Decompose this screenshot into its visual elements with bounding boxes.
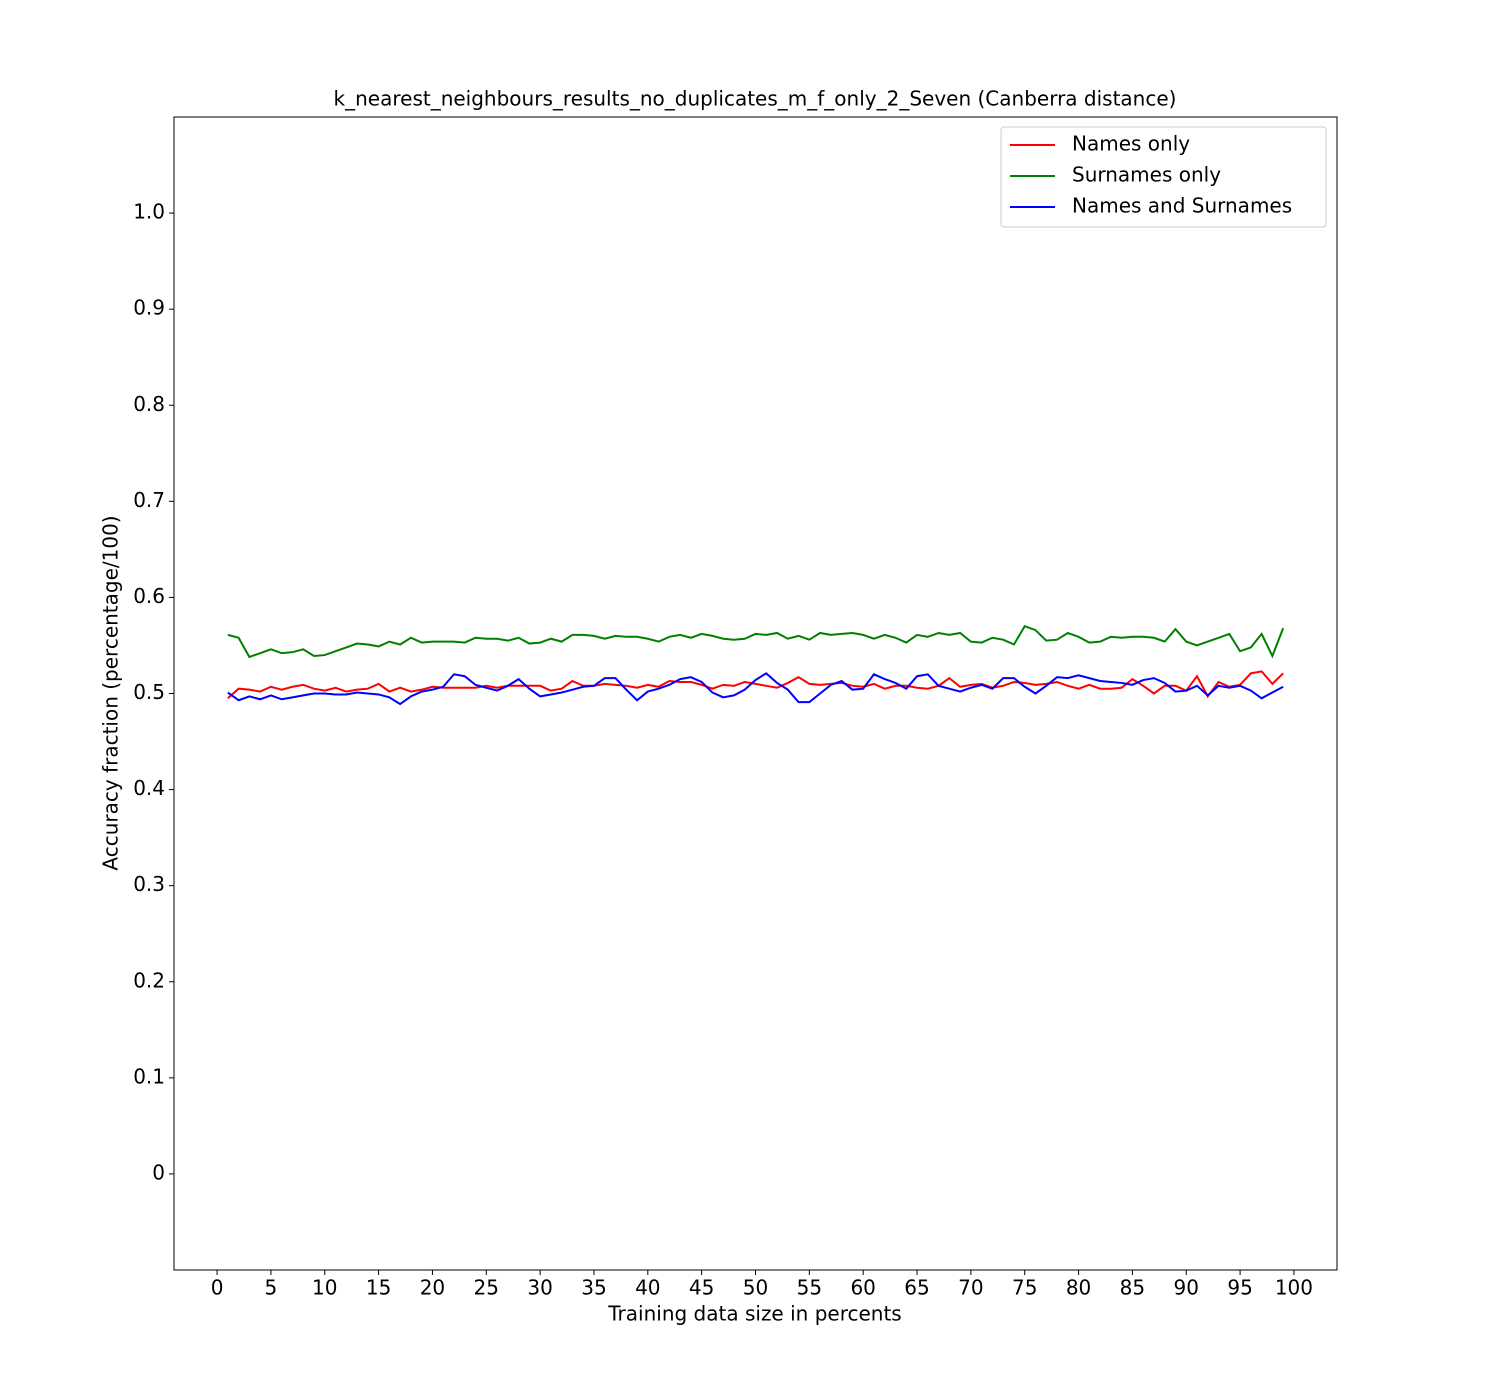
x-tick-label: 100 <box>1275 1276 1313 1300</box>
x-tick-label: 25 <box>474 1276 499 1300</box>
x-tick-label: 35 <box>581 1276 606 1300</box>
y-tick-label: 0.7 <box>133 488 165 512</box>
x-tick-label: 30 <box>527 1276 552 1300</box>
y-tick-label: 0.4 <box>133 776 165 800</box>
x-tick-label: 10 <box>312 1276 337 1300</box>
series-line <box>227 670 1284 700</box>
x-axis-label: Training data size in percents <box>607 1302 901 1326</box>
plot-frame <box>173 116 1338 1271</box>
x-tick-label: 55 <box>797 1276 822 1300</box>
series-line <box>227 672 1284 706</box>
y-tick-label: 1.0 <box>133 200 165 224</box>
legend-label: Names and Surnames <box>1072 194 1292 218</box>
y-tick-label: 0.2 <box>133 968 165 992</box>
x-tick-label: 95 <box>1227 1276 1252 1300</box>
series-line <box>227 625 1285 659</box>
y-tick-label: 0.6 <box>133 584 165 608</box>
x-tick-label: 15 <box>366 1276 391 1300</box>
y-tick-label: 0 <box>152 1160 165 1184</box>
x-tick-label: 90 <box>1174 1276 1199 1300</box>
legend-label: Surnames only <box>1072 163 1221 187</box>
chart-title: k_nearest_neighbours_results_no_duplicat… <box>334 87 1177 111</box>
x-tick-label: 75 <box>1012 1276 1037 1300</box>
x-tick-label: 80 <box>1066 1276 1091 1300</box>
x-tick-label: 60 <box>850 1276 875 1300</box>
x-tick-label: 70 <box>958 1276 983 1300</box>
legend-label: Names only <box>1072 132 1190 156</box>
y-tick-label: 0.5 <box>133 680 165 704</box>
y-tick-label: 0.8 <box>133 392 165 416</box>
x-tick-label: 85 <box>1120 1276 1145 1300</box>
x-tick-label: 20 <box>420 1276 445 1300</box>
x-tick-label: 5 <box>265 1276 278 1300</box>
y-tick-label: 0.9 <box>133 296 165 320</box>
x-tick-label: 65 <box>904 1276 929 1300</box>
x-tick-label: 45 <box>689 1276 714 1300</box>
y-axis-label: Accuracy fraction (percentage/100) <box>99 515 123 870</box>
y-tick-label: 0.1 <box>133 1064 165 1088</box>
y-tick-label: 0.3 <box>133 872 165 896</box>
x-tick-label: 40 <box>635 1276 660 1300</box>
legend-box <box>1000 126 1327 228</box>
x-tick-label: 50 <box>743 1276 768 1300</box>
x-tick-label: 0 <box>211 1276 224 1300</box>
